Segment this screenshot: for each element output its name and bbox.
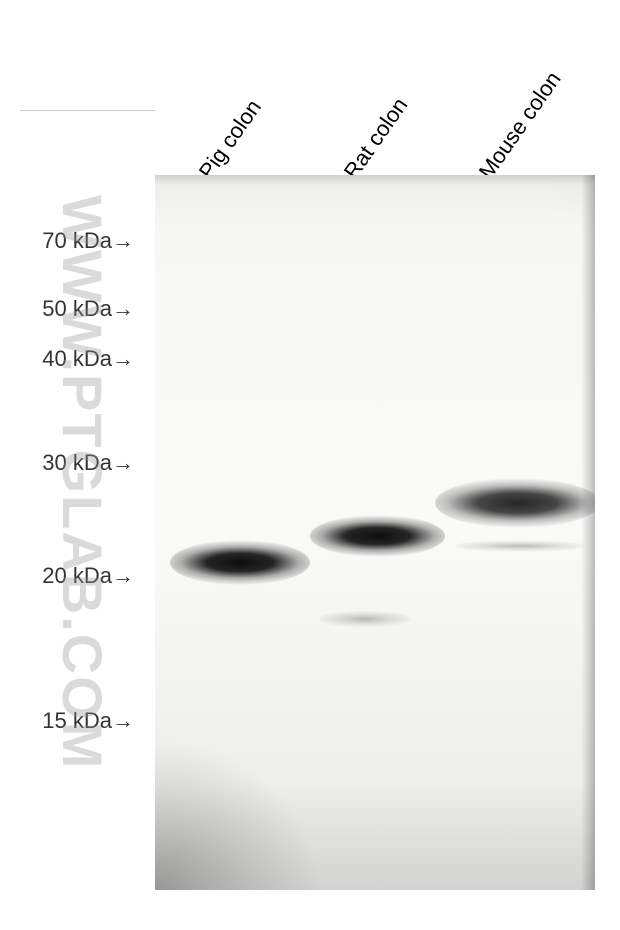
band-rat xyxy=(310,515,445,557)
blot-vignette-bl xyxy=(155,690,375,890)
blot-edge-top xyxy=(155,175,595,185)
lane-label-rat: Rat colon xyxy=(339,93,414,184)
western-blot-figure: { "figure": { "width_px": 620, "height_p… xyxy=(0,0,620,930)
top-divider xyxy=(20,110,155,111)
faint-band-mouse xyxy=(455,540,585,552)
lane-label-pig: Pig colon xyxy=(194,95,267,184)
faint-band-rat xyxy=(320,610,410,628)
watermark-text: WWW.PTGLAB.COM xyxy=(50,195,115,770)
lane-label-mouse: Mouse colon xyxy=(474,67,567,184)
blot-edge-right xyxy=(581,175,595,890)
band-mouse xyxy=(435,478,595,528)
band-pig xyxy=(170,540,310,585)
blot-membrane xyxy=(155,175,595,890)
